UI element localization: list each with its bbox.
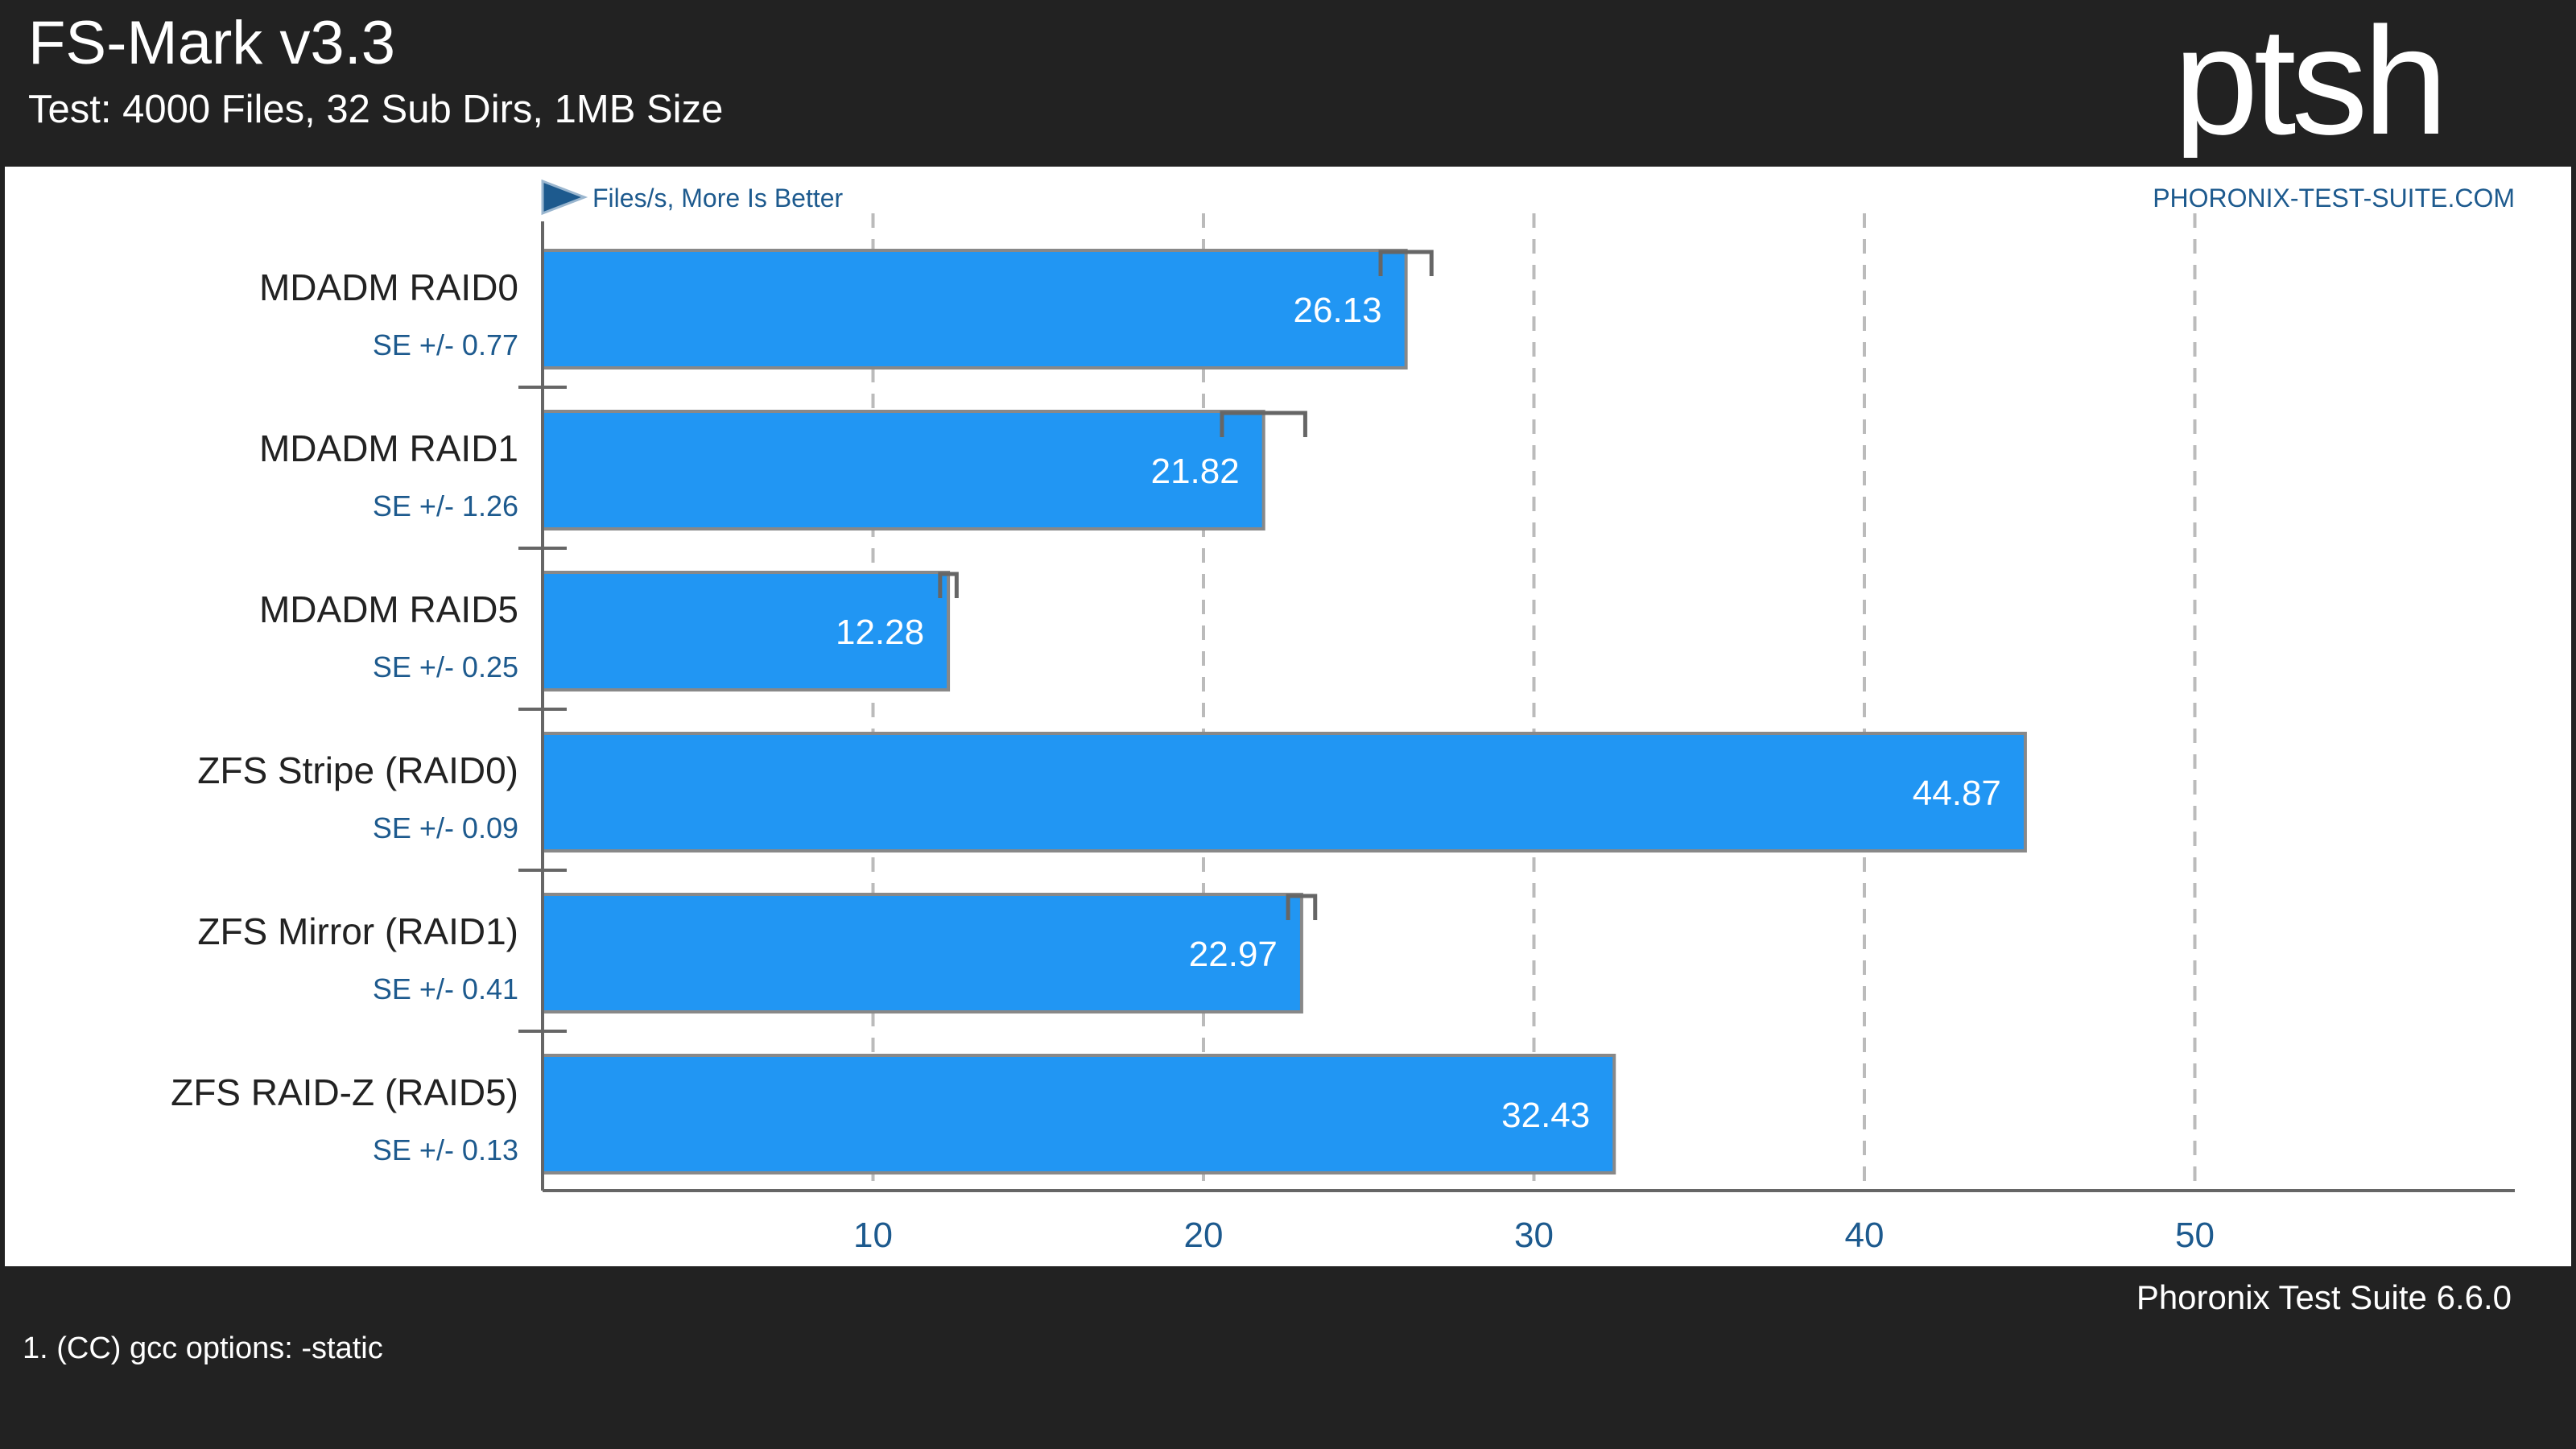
bar-1 [541, 410, 1265, 530]
x-tick-label: 50 [2175, 1216, 2215, 1255]
unit-note: Files/s, More Is Better [592, 184, 844, 213]
se-label: SE +/- 0.13 [373, 1133, 518, 1166]
se-label: SE +/- 0.09 [373, 811, 518, 844]
se-label: SE +/- 0.41 [373, 972, 518, 1005]
pts-logo-text: ptsh [2174, 13, 2443, 158]
category-label: ZFS Stripe (RAID0) [197, 749, 518, 791]
bar-value-label: 32.43 [1501, 1096, 1590, 1135]
bar-4 [541, 893, 1303, 1013]
se-label: SE +/- 1.26 [373, 489, 518, 522]
chart-title: FS-Mark v3.3 [28, 9, 396, 77]
bar-0 [541, 249, 1408, 369]
bar-value-label: 12.28 [836, 613, 924, 652]
x-tick-label: 40 [1845, 1216, 1885, 1255]
source-label: PHORONIX-TEST-SUITE.COM [2153, 184, 2515, 213]
bar-value-label: 21.82 [1151, 452, 1240, 491]
se-label: SE +/- 0.25 [373, 650, 518, 683]
category-label: MDADM RAID5 [259, 588, 518, 630]
category-label: MDADM RAID0 [259, 266, 518, 308]
bar-value-label: 44.87 [1913, 774, 2001, 813]
bar-chart: Files/s, More Is Better PHORONIX-TEST-SUI… [171, 179, 2515, 1255]
error-bar-4 [1286, 894, 1318, 920]
error-bar-0 [1378, 250, 1434, 276]
error-bar-1 [1220, 411, 1307, 437]
category-label: MDADM RAID1 [259, 427, 518, 469]
bar-5 [541, 1054, 1616, 1174]
bar-3 [541, 732, 2027, 852]
plot-area: Files/s, More Is Better PHORONIX-TEST-SUI… [5, 167, 2571, 1266]
x-tick-label: 10 [853, 1216, 893, 1255]
x-tick-label: 30 [1514, 1216, 1554, 1255]
category-label: ZFS Mirror (RAID1) [197, 910, 518, 952]
se-label: SE +/- 0.77 [373, 328, 518, 361]
pts-logo: ptsh [2174, 13, 2448, 158]
header-bar: FS-Mark v3.3 Test: 4000 Files, 32 Sub Di… [0, 0, 2576, 167]
error-bar-2 [938, 572, 959, 598]
bar-value-label: 26.13 [1294, 291, 1382, 330]
chart-subtitle: Test: 4000 Files, 32 Sub Dirs, 1MB Size [28, 88, 724, 131]
bar-value-label: 22.97 [1189, 935, 1278, 974]
category-label: ZFS RAID-Z (RAID5) [171, 1071, 518, 1113]
footer-version: Phoronix Test Suite 6.6.0 [2136, 1278, 2512, 1316]
footer-note: 1. (CC) gcc options: -static [23, 1331, 383, 1365]
x-tick-label: 20 [1184, 1216, 1224, 1255]
legend-triangle-icon [541, 179, 588, 216]
bar-2 [541, 571, 951, 691]
